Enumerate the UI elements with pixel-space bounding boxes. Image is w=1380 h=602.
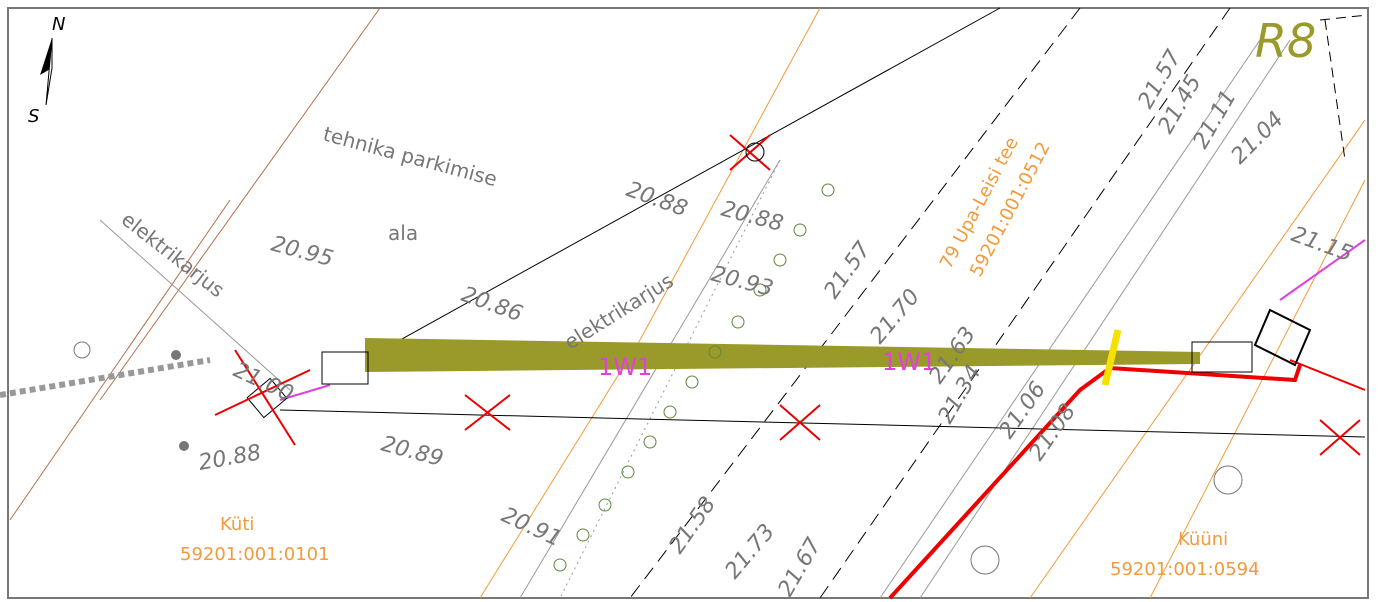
parcel-name: Küüni (1178, 529, 1228, 550)
parcel-code: 59201:001:0594 (1110, 559, 1260, 580)
sheet-label: R8 (1255, 14, 1316, 68)
cable-label: 1W1 (598, 353, 652, 381)
area-label: ala (388, 221, 418, 245)
south-label: S (28, 106, 39, 127)
map: N S R8 tehnika parkimise ala elektrikarj… (0, 0, 1380, 602)
north-label: N (52, 14, 65, 35)
parcel-name: Küti (220, 514, 254, 535)
parcel-code: 59201:001:0101 (180, 544, 330, 565)
